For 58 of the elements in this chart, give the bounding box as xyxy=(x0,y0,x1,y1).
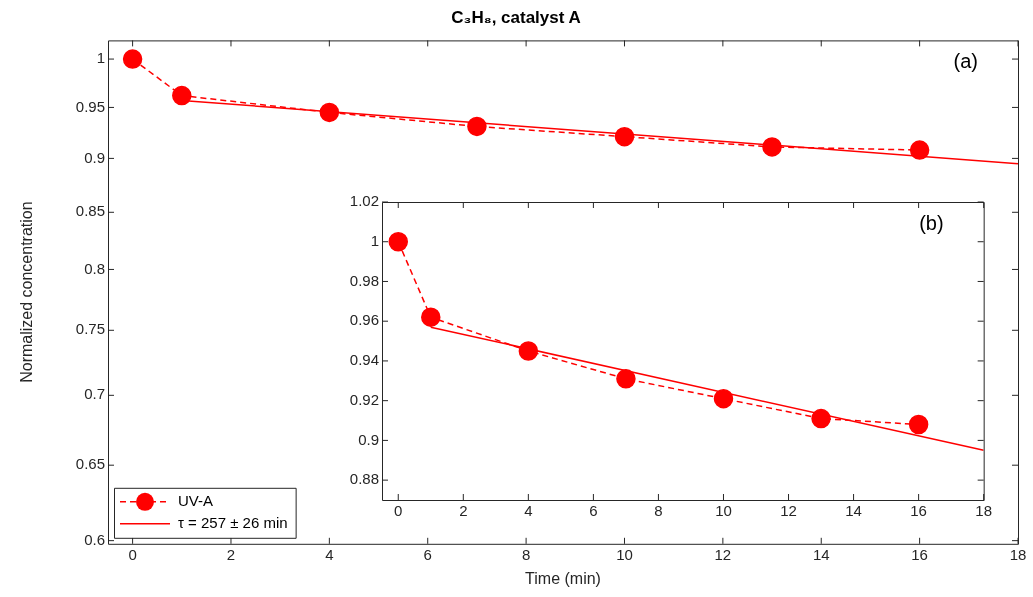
x-tick-label: 12 xyxy=(714,545,732,563)
point xyxy=(909,140,930,160)
y-tick-label: 0.94 xyxy=(349,351,379,369)
legend-label: UV-A xyxy=(178,491,214,509)
point xyxy=(616,369,636,389)
point xyxy=(762,137,782,157)
point xyxy=(172,85,192,106)
x-tick-label: 16 xyxy=(911,545,928,563)
x-tick-label: 0 xyxy=(128,545,137,563)
point xyxy=(421,307,441,327)
y-axis-title: Normalized concentration xyxy=(18,201,36,383)
x-tick-label: 14 xyxy=(812,545,830,563)
point xyxy=(388,231,409,252)
point xyxy=(713,388,734,409)
annotation: (b) xyxy=(919,211,944,234)
point xyxy=(467,116,487,137)
y-tick-label: 0.7 xyxy=(84,385,105,403)
x-tick-label: 10 xyxy=(715,502,732,520)
x-tick-label: 12 xyxy=(780,502,797,520)
point xyxy=(518,341,539,361)
y-tick-label: 1 xyxy=(96,49,105,67)
y-tick-label: 0.75 xyxy=(75,320,105,338)
y-tick-label: 0.6 xyxy=(84,530,105,548)
y-tick-label: 1 xyxy=(370,231,379,249)
point xyxy=(614,126,635,147)
x-tick-label: 6 xyxy=(423,545,432,563)
y-tick-label: 0.9 xyxy=(84,148,105,166)
y-tick-label: 0.8 xyxy=(84,259,105,277)
x-tick-label: 14 xyxy=(845,502,862,520)
x-tick-label: 2 xyxy=(459,502,468,520)
legend-label: τ = 257 ± 26 min xyxy=(178,513,288,531)
point xyxy=(122,49,143,69)
x-axis-title: Time (min) xyxy=(525,569,601,587)
y-tick-label: 0.95 xyxy=(75,97,105,115)
point xyxy=(811,408,831,429)
x-tick-label: 8 xyxy=(654,502,663,520)
y-tick-label: 0.96 xyxy=(349,311,379,329)
x-tick-label: 0 xyxy=(394,502,403,520)
x-tick-label: 2 xyxy=(226,545,236,563)
y-tick-label: 0.85 xyxy=(75,202,105,220)
y-tick-label: 0.98 xyxy=(349,271,379,289)
x-tick-label: 4 xyxy=(524,502,533,520)
y-tick-label: 0.65 xyxy=(75,455,105,473)
annotation: (a) xyxy=(953,49,978,72)
y-tick-label: 0.88 xyxy=(349,470,379,488)
x-tick-label: 4 xyxy=(325,545,334,563)
chart-title: C₃H₈, catalyst A xyxy=(451,7,581,27)
point xyxy=(319,102,340,123)
x-tick-label: 6 xyxy=(589,502,598,520)
point xyxy=(908,414,929,435)
y-tick-label: 1.02 xyxy=(349,192,379,210)
x-tick-label: 18 xyxy=(1009,545,1027,563)
x-tick-label: 18 xyxy=(975,502,992,520)
y-tick-label: 0.9 xyxy=(358,430,379,448)
y-tick-label: 0.92 xyxy=(349,390,379,408)
x-tick-label: 8 xyxy=(521,545,531,563)
x-tick-label: 16 xyxy=(910,502,927,520)
x-tick-label: 10 xyxy=(616,545,633,563)
